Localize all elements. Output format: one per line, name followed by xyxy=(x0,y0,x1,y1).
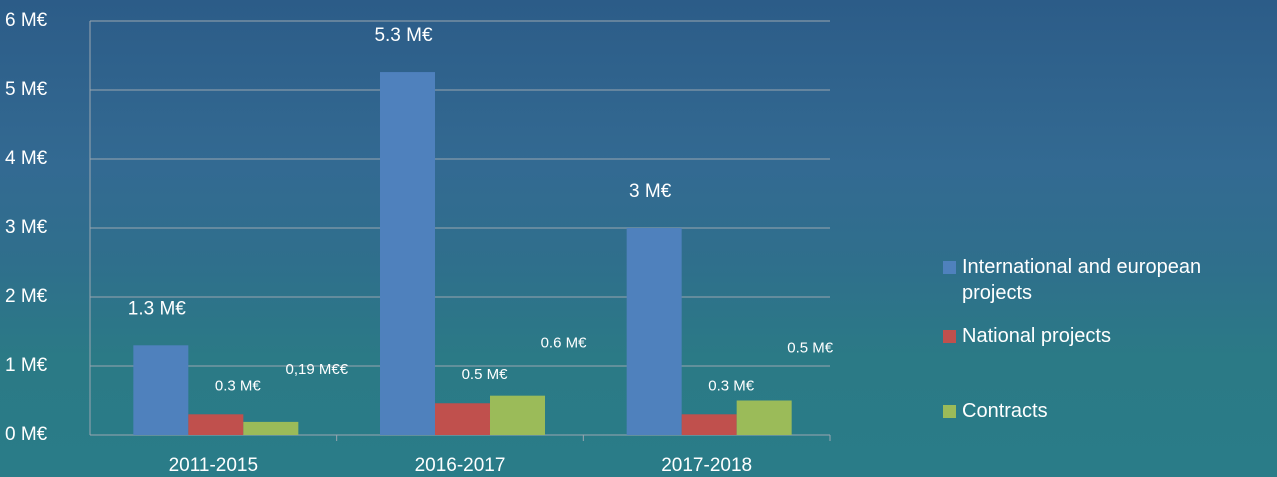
x-tick-label: 2016-2017 xyxy=(415,455,506,476)
y-tick-label: 4 M€ xyxy=(5,148,48,169)
value-label: 0.5 M€ xyxy=(787,339,834,356)
y-tick-label: 5 M€ xyxy=(5,79,48,100)
bar xyxy=(737,401,792,436)
y-tick-label: 0 M€ xyxy=(5,424,48,445)
bar xyxy=(243,422,298,435)
legend-swatch xyxy=(943,405,956,418)
legend-swatch xyxy=(943,330,956,343)
legend-swatch xyxy=(943,261,956,274)
bar xyxy=(627,228,682,435)
value-label: 0.3 M€ xyxy=(708,377,755,394)
page: 0 M€ 1 M€ 2 M€ 3 M€ 4 M€ 5 M€ 6 M€ 2011-2015 201… xyxy=(0,0,1277,477)
value-label: 0.6 M€ xyxy=(541,335,588,352)
value-label: 0,19 M€€ xyxy=(286,361,349,378)
x-tick-label: 2017-2018 xyxy=(661,455,752,476)
legend-label: National projects xyxy=(962,323,1273,349)
bar xyxy=(490,396,545,435)
value-label: 3 M€ xyxy=(629,181,672,202)
y-tick-label: 6 M€ xyxy=(5,10,48,31)
value-label: 0.3 M€ xyxy=(215,377,262,394)
bar xyxy=(380,72,435,435)
bar xyxy=(188,414,243,435)
legend-item: National projects xyxy=(943,323,1273,349)
legend-label: International and european projects xyxy=(962,254,1273,306)
x-tick-label: 2011-2015 xyxy=(169,455,258,476)
value-label: 1.3 M€ xyxy=(128,298,187,319)
y-tick-label: 3 M€ xyxy=(5,217,48,238)
legend-item: International and european projects xyxy=(943,254,1273,306)
value-label: 0.5 M€ xyxy=(462,366,509,383)
legend-label: Contracts xyxy=(962,398,1273,424)
bar xyxy=(133,345,188,435)
value-label: 5.3 M€ xyxy=(374,25,433,46)
legend-item: Contracts xyxy=(943,398,1273,424)
y-tick-label: 2 M€ xyxy=(5,286,48,307)
y-tick-label: 1 M€ xyxy=(5,355,48,376)
bar xyxy=(435,403,490,435)
bar xyxy=(682,414,737,435)
